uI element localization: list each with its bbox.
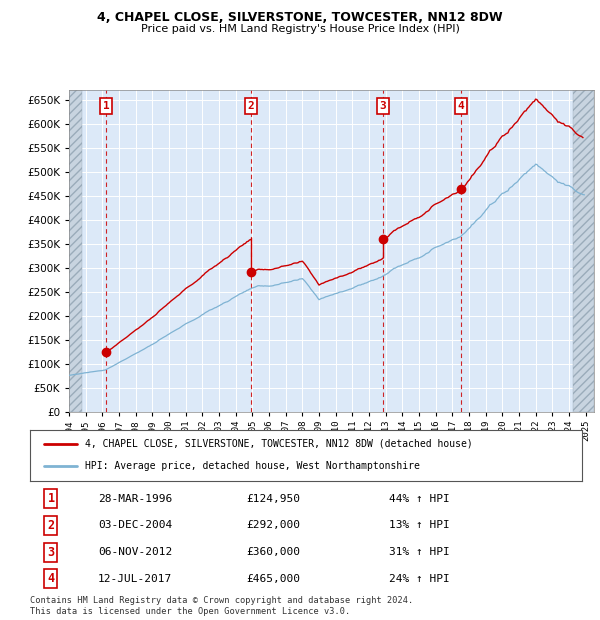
Text: 3: 3 (380, 101, 386, 111)
Text: 4, CHAPEL CLOSE, SILVERSTONE, TOWCESTER, NN12 8DW: 4, CHAPEL CLOSE, SILVERSTONE, TOWCESTER,… (97, 11, 503, 24)
Text: Price paid vs. HM Land Registry's House Price Index (HPI): Price paid vs. HM Land Registry's House … (140, 24, 460, 33)
Text: 06-NOV-2012: 06-NOV-2012 (98, 547, 172, 557)
Text: 31% ↑ HPI: 31% ↑ HPI (389, 547, 449, 557)
Text: 2: 2 (248, 101, 254, 111)
Text: £124,950: £124,950 (246, 494, 300, 504)
Text: 24% ↑ HPI: 24% ↑ HPI (389, 574, 449, 584)
Text: 4: 4 (47, 572, 55, 585)
Text: 3: 3 (47, 546, 55, 559)
Text: 1: 1 (47, 492, 55, 505)
Text: 1: 1 (103, 101, 109, 111)
Text: 28-MAR-1996: 28-MAR-1996 (98, 494, 172, 504)
Text: £360,000: £360,000 (246, 547, 300, 557)
Text: 44% ↑ HPI: 44% ↑ HPI (389, 494, 449, 504)
Text: 2: 2 (47, 519, 55, 532)
Text: £292,000: £292,000 (246, 520, 300, 531)
Text: 4, CHAPEL CLOSE, SILVERSTONE, TOWCESTER, NN12 8DW (detached house): 4, CHAPEL CLOSE, SILVERSTONE, TOWCESTER,… (85, 439, 473, 449)
Text: HPI: Average price, detached house, West Northamptonshire: HPI: Average price, detached house, West… (85, 461, 420, 471)
Text: 13% ↑ HPI: 13% ↑ HPI (389, 520, 449, 531)
Text: £465,000: £465,000 (246, 574, 300, 584)
Bar (69, 90, 82, 412)
Text: Contains HM Land Registry data © Crown copyright and database right 2024.
This d: Contains HM Land Registry data © Crown c… (30, 596, 413, 616)
Bar (573, 90, 594, 412)
Text: 03-DEC-2004: 03-DEC-2004 (98, 520, 172, 531)
Text: 4: 4 (458, 101, 464, 111)
Text: 12-JUL-2017: 12-JUL-2017 (98, 574, 172, 584)
